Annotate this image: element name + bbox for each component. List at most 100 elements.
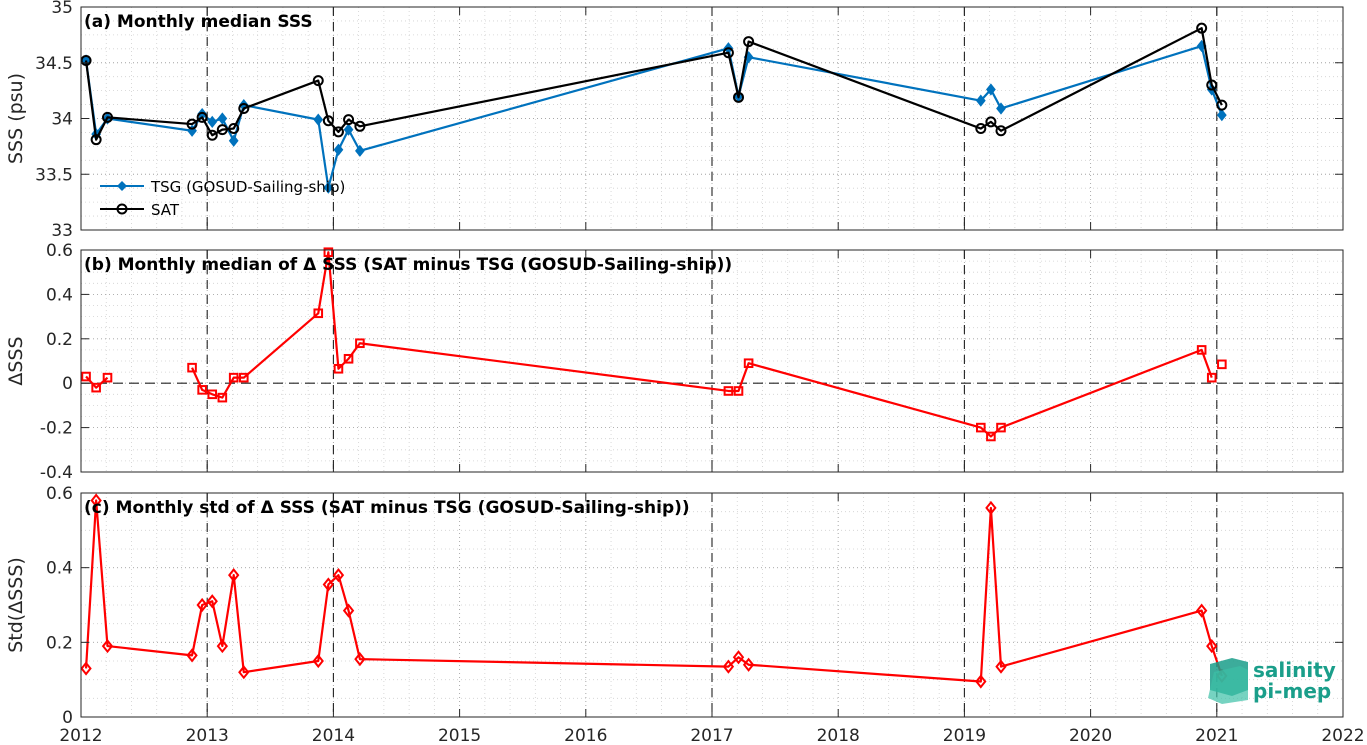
data-point — [207, 389, 218, 400]
data-point — [354, 120, 366, 132]
data-point — [722, 47, 734, 59]
salinity-pimep-logo: salinity pi-mep — [1208, 658, 1336, 704]
data-point — [228, 372, 239, 383]
data-point — [995, 659, 1007, 674]
data-point — [975, 123, 987, 135]
data-point — [81, 371, 91, 382]
y-tick-label: 0.4 — [46, 285, 73, 305]
x-tick-label: 2021 — [1195, 726, 1238, 745]
data-point — [986, 83, 996, 96]
data-point — [1206, 79, 1218, 91]
data-point — [333, 143, 344, 156]
data-point — [312, 653, 324, 669]
y-tick-label: -0.2 — [40, 419, 73, 439]
data-point — [743, 358, 754, 369]
legend: TSG (GOSUD-Sailing-ship) SAT — [100, 178, 345, 219]
y-tick-label: 34 — [51, 110, 73, 130]
data-point — [333, 363, 344, 374]
data-point — [985, 116, 997, 128]
data-point — [976, 422, 986, 433]
data-point — [187, 362, 197, 373]
data-point — [90, 134, 102, 146]
y-axis-label: Std(ΔSSS) — [5, 557, 27, 653]
x-tick-label: 2022 — [1321, 726, 1364, 745]
x-tick-label: 2014 — [312, 726, 355, 745]
data-point — [207, 115, 218, 128]
data-point — [186, 118, 198, 130]
data-point — [343, 114, 355, 126]
y-tick-label: 35 — [51, 0, 73, 18]
data-point — [1206, 372, 1217, 383]
data-point — [342, 603, 355, 618]
data-point — [196, 597, 208, 613]
data-point — [722, 659, 735, 674]
y-tick-label: 0 — [62, 708, 73, 728]
data-point — [102, 372, 113, 383]
data-point — [343, 123, 354, 136]
data-point — [742, 657, 755, 672]
series-line — [191, 251, 1213, 438]
panel-title: (b) Monthly median of Δ SSS (SAT minus T… — [84, 255, 732, 275]
x-tick-label: 2016 — [564, 726, 607, 745]
data-point — [217, 392, 228, 403]
x-tick-label: 2017 — [690, 726, 733, 745]
data-point — [1216, 109, 1227, 122]
legend-sat-marker — [116, 203, 128, 215]
data-point — [323, 181, 334, 194]
data-point — [332, 568, 345, 583]
data-point — [91, 382, 101, 393]
y-tick-label: 34.5 — [35, 54, 73, 74]
data-point — [101, 638, 114, 654]
data-point — [343, 353, 354, 364]
x-tick-label: 2013 — [186, 726, 229, 745]
data-point — [975, 94, 986, 107]
data-point — [228, 134, 239, 147]
y-axis-label: ΔSSS — [5, 336, 27, 385]
data-point — [743, 36, 755, 48]
y-tick-label: -0.4 — [40, 463, 73, 483]
data-point — [312, 75, 324, 87]
data-point — [323, 247, 334, 258]
y-tick-label: 0.4 — [46, 559, 73, 579]
data-point — [723, 386, 734, 396]
y-tick-label: 0.2 — [46, 330, 73, 350]
x-tick-label: 2020 — [1069, 726, 1112, 745]
panel-a: 33 33.5 34 34.5 35 SSS (psu) (a) Monthly media… — [5, 0, 1344, 241]
data-point — [1196, 22, 1208, 34]
series-0 — [80, 493, 1228, 689]
data-point — [217, 112, 228, 125]
data-point — [332, 126, 344, 138]
data-point — [1217, 359, 1227, 370]
data-point — [985, 500, 997, 516]
data-point — [975, 674, 987, 689]
data-point — [1206, 638, 1218, 654]
y-tick-label: 33.5 — [35, 165, 73, 185]
x-tick-label: 2012 — [59, 726, 102, 745]
y-tick-label: 0 — [62, 374, 73, 394]
data-point — [238, 372, 249, 383]
data-point — [322, 115, 334, 127]
panel-title: (c) Monthly std of Δ SSS (SAT minus TSG … — [84, 498, 690, 518]
x-tick-label: 2015 — [438, 726, 481, 745]
data-point — [216, 638, 229, 654]
data-point — [322, 577, 335, 592]
data-point — [186, 648, 198, 663]
series-0 — [81, 247, 1227, 442]
panel-c: 0 0.2 0.4 0.6 2012 2013 2014 2015 2016 2017 2018 20… — [5, 484, 1365, 745]
data-point — [238, 665, 250, 680]
series-line — [84, 499, 1223, 683]
data-point — [313, 308, 324, 319]
data-point — [355, 144, 365, 157]
data-point — [732, 650, 745, 665]
panel-b: -0.4 -0.2 0 0.2 0.4 0.6 ΔSSS (b) Monthly median… — [5, 241, 1344, 483]
data-point — [313, 113, 324, 126]
logo-line2: pi-mep — [1253, 679, 1331, 703]
panel-title: (a) Monthly median SSS — [84, 12, 313, 32]
data-point — [996, 102, 1006, 115]
y-tick-label: 0.6 — [46, 241, 73, 261]
y-tick-label: 0.2 — [46, 633, 73, 653]
data-point — [90, 493, 102, 508]
data-point — [197, 385, 207, 395]
logo-line1: salinity — [1253, 658, 1336, 682]
